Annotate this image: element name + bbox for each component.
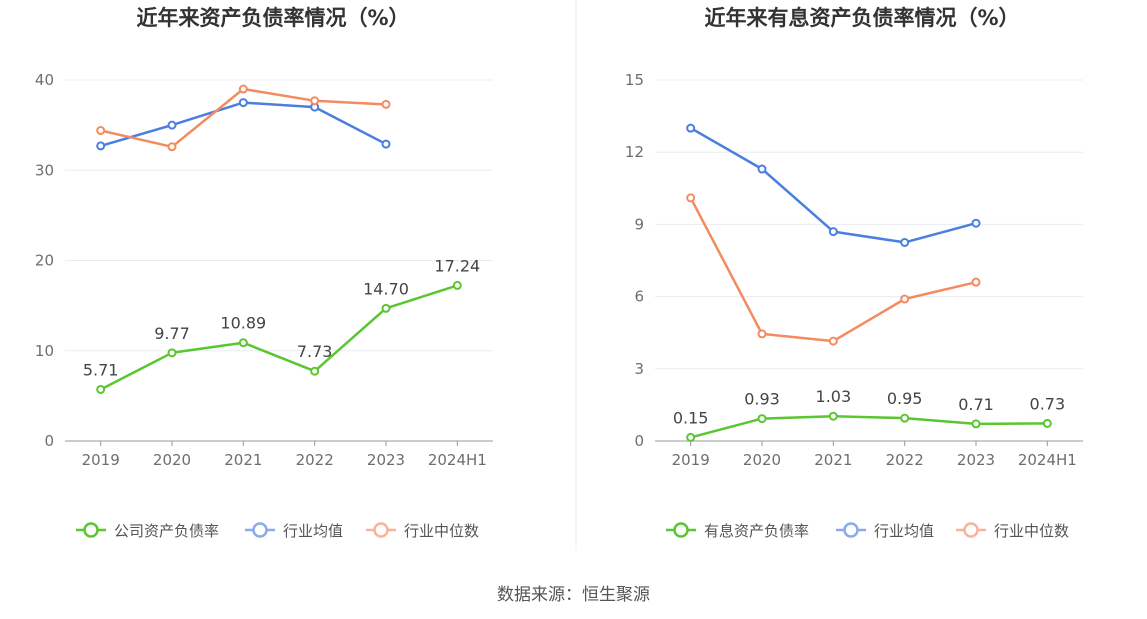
chart2-x-tick-label-4: 2023	[957, 451, 995, 469]
chart1-legend-label-1: 行业均值	[283, 522, 343, 540]
chart2-series-0-point-5	[1042, 418, 1052, 428]
chart2-y-tick-label-4: 12	[625, 143, 644, 161]
chart2-series-0-line	[690, 414, 1048, 439]
chart1-series-1-point-2	[238, 98, 248, 108]
chart2-series-2-point-3	[900, 294, 910, 304]
chart2-y-tick-label-2: 6	[634, 288, 644, 306]
chart2-x-tick-label-1: 2020	[743, 451, 781, 469]
chart2-series-0-point-3	[900, 413, 910, 423]
chart1-series-0-point-1	[167, 348, 177, 358]
chart1-y-tick-label-1: 10	[35, 342, 54, 360]
chart1-series-0-data-label-3: 7.73	[297, 342, 333, 361]
chart2-y-tick-label-3: 9	[634, 215, 644, 233]
chart2-series-0-data-label-4: 0.71	[958, 395, 994, 414]
chart1-series-1-point-0	[96, 141, 106, 151]
chart1-x-tick-label-2: 2021	[224, 451, 262, 469]
chart1-series-0-data-label-5: 17.24	[434, 256, 480, 275]
chart1-series-0-line	[100, 284, 458, 391]
chart1-series-2-point-2	[238, 84, 248, 94]
chart2-y-tick-label-1: 3	[634, 360, 644, 378]
chart2-x-tick-label-0: 2019	[672, 451, 710, 469]
chart2-legend-marker-1	[843, 522, 859, 538]
chart2-series-1-point-2	[828, 227, 838, 237]
chart2-x-tick-label-2: 2021	[814, 451, 852, 469]
chart2-y-tick-label-5: 15	[625, 71, 644, 89]
chart2-legend-label-0: 有息资产负债率	[704, 522, 809, 540]
chart2-y-tick-label-0: 0	[634, 432, 644, 450]
chart1-x-tick-label-0: 2019	[82, 451, 120, 469]
chart2-legend-marker-2	[963, 522, 979, 538]
chart2-series-0-data-label-2: 1.03	[816, 387, 852, 406]
chart1-x-tick-label-1: 2020	[153, 451, 191, 469]
chart1-series-0-point-4	[381, 303, 391, 313]
chart1-y-tick-label-3: 30	[35, 161, 54, 179]
chart1-series-0-point-3	[310, 366, 320, 376]
chart1-series-2-line	[100, 87, 387, 149]
chart1-series-0-point-2	[238, 338, 248, 348]
chart1-series-0-data-label-2: 10.89	[220, 314, 266, 333]
chart2-series-1-line	[690, 127, 977, 244]
chart1-y-tick-label-4: 40	[35, 71, 54, 89]
chart2-legend-label-2: 行业中位数	[994, 522, 1069, 540]
chart2-series-0-point-1	[757, 414, 767, 424]
chart2-series-0-data-label-1: 0.93	[744, 390, 780, 409]
chart1-x-tick-label-5: 2024H1	[428, 451, 487, 469]
chart2-series-2-point-0	[686, 193, 696, 203]
chart2-series-2-point-1	[757, 329, 767, 339]
chart2-series-0-point-0	[686, 432, 696, 442]
chart1-legend-label-2: 行业中位数	[404, 522, 479, 540]
chart2-x-tick-label-5: 2024H1	[1018, 451, 1077, 469]
chart1-x-tick-label-3: 2022	[296, 451, 334, 469]
chart1-series-0-data-label-0: 5.71	[83, 360, 119, 379]
chart2-series-1-point-0	[686, 123, 696, 133]
chart1-series-2-point-4	[381, 99, 391, 109]
chart2-legend-label-1: 行业均值	[874, 522, 934, 540]
chart2-series-0-data-label-0: 0.15	[673, 408, 709, 427]
chart2-series-1-point-3	[900, 237, 910, 247]
chart2-x-tick-label-3: 2022	[886, 451, 924, 469]
chart2-legend-marker-0	[673, 522, 689, 538]
data-source: 数据来源：恒生聚源	[497, 585, 650, 605]
chart1-series-2-point-0	[96, 126, 106, 136]
chart1-series-0-data-label-1: 9.77	[154, 324, 190, 343]
chart1-series-0-point-0	[96, 384, 106, 394]
chart1-legend-label-0: 公司资产负债率	[114, 522, 219, 540]
chart2-series-2-line	[689, 197, 977, 343]
chart1-legend-marker-1	[252, 522, 268, 538]
chart1-y-tick-label-2: 20	[35, 252, 54, 270]
chart1-legend-marker-2	[373, 522, 389, 538]
chart1-series-0-point-5	[452, 280, 462, 290]
chart1-x-tick-label-4: 2023	[367, 451, 405, 469]
chart2-series-0-data-label-3: 0.95	[887, 389, 923, 408]
chart2-series-1-point-4	[971, 218, 981, 228]
chart1-series-2-point-1	[167, 142, 177, 152]
chart1-series-2-point-3	[310, 96, 320, 106]
chart1-y-tick-label-0: 0	[44, 432, 54, 450]
chart1-series-0-data-label-4: 14.70	[363, 279, 409, 298]
chart2-series-0-data-label-5: 0.73	[1030, 394, 1066, 413]
chart1-title: 近年来资产负债率情况（%）	[136, 6, 409, 30]
chart2-series-1-point-1	[757, 164, 767, 174]
chart2-series-0-point-4	[971, 419, 981, 429]
chart2-series-0-point-2	[828, 411, 838, 421]
chart2-title: 近年来有息资产负债率情况（%）	[704, 6, 1019, 30]
chart1-legend-marker-0	[83, 522, 99, 538]
chart2-series-2-point-2	[828, 336, 838, 346]
chart1-series-1-point-1	[167, 120, 177, 130]
chart2-series-2-point-4	[971, 277, 981, 287]
chart1-series-1-point-4	[381, 139, 391, 149]
